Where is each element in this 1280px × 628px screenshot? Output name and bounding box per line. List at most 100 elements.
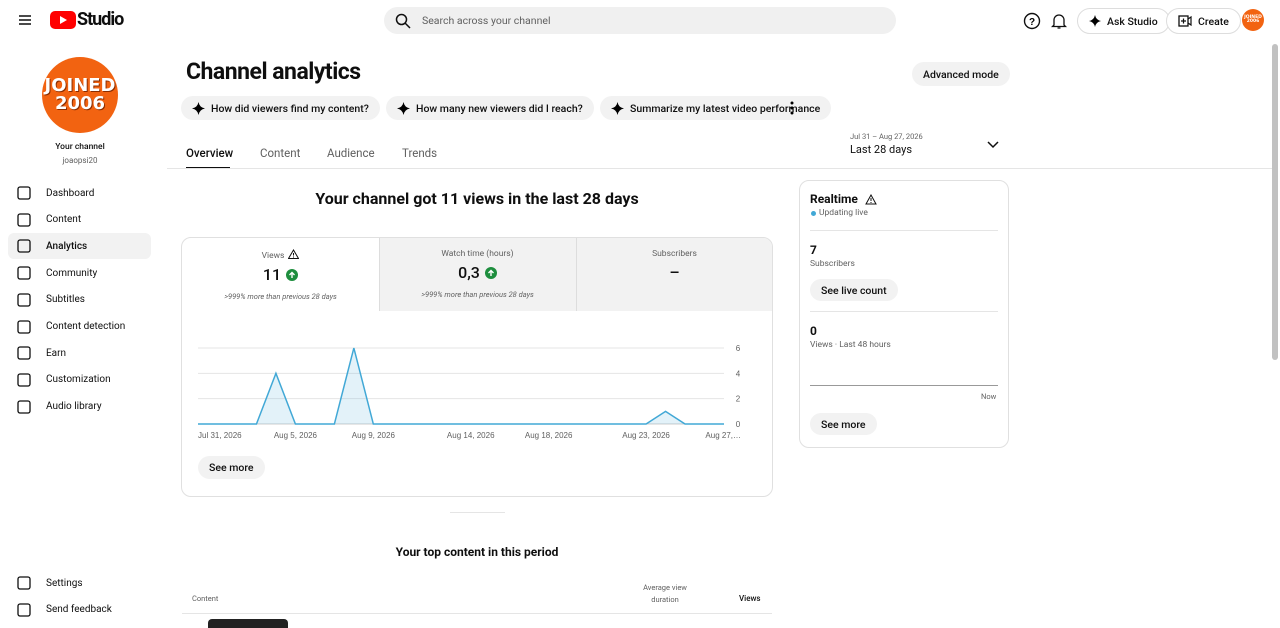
icon-shape	[397, 101, 410, 115]
tab[interactable]: Overview	[186, 146, 234, 160]
tab[interactable]: Trends	[402, 146, 438, 160]
metric-divider	[379, 238, 380, 311]
svg-text:?: ?	[1029, 17, 1035, 28]
nav-item[interactable]: Send feedback	[8, 597, 151, 623]
icon-shape	[17, 186, 31, 200]
overview-card	[181, 237, 773, 497]
nav-item[interactable]: Audio library	[8, 394, 151, 420]
x-tick-label: Aug 5, 2026	[274, 431, 318, 440]
icon-shape	[17, 373, 31, 387]
nav-icon	[17, 603, 31, 617]
thumbnail[interactable]	[208, 619, 288, 628]
channel-avatar[interactable]: JOINED 2006	[42, 57, 118, 133]
realtime-title: Realtime	[810, 192, 858, 206]
nav-item[interactable]: Analytics	[8, 233, 151, 260]
nav-icon	[17, 213, 31, 227]
metric-value: –	[669, 263, 680, 282]
divider	[167, 168, 1272, 169]
nav-icon	[17, 239, 31, 254]
nav-icon	[17, 346, 31, 360]
account-avatar[interactable]: JOINED 2006	[1242, 9, 1264, 31]
column-header: Average view duration	[643, 583, 687, 604]
icon-shape	[17, 213, 31, 227]
nav-item[interactable]: Content detection	[8, 314, 151, 340]
nav-label: Earn	[46, 347, 67, 359]
period[interactable]: Last 28 days	[850, 143, 912, 156]
nav-icon	[17, 399, 31, 414]
metric-bg	[379, 238, 772, 311]
prompt-chip[interactable]: How many new viewers did I reach?	[386, 96, 594, 120]
area	[198, 348, 724, 424]
metric-tab[interactable]: Subscribers –	[576, 238, 773, 310]
live-dot	[811, 211, 816, 216]
prompt-label: How many new viewers did I reach?	[416, 101, 583, 115]
search-box[interactable]: Search across your channel	[384, 7, 896, 34]
icon-shape	[487, 269, 494, 276]
tab[interactable]: Content	[260, 146, 301, 160]
avatar-line: JOINED	[1244, 14, 1262, 20]
y-tick-label: 6	[736, 344, 741, 353]
more-icon[interactable]	[788, 100, 796, 116]
prompt-label: How did viewers find my content?	[211, 101, 369, 115]
live-count-button[interactable]: See live count	[810, 279, 898, 301]
create-button[interactable]: Create	[1166, 8, 1241, 34]
ask-studio-label: Ask Studio	[1107, 14, 1158, 28]
metric-value: 0,3	[379, 263, 576, 282]
icon-shape	[289, 271, 296, 278]
logo-text[interactable]: Studio	[77, 9, 124, 30]
create-label: Create	[1198, 14, 1229, 28]
nav-label: Content detection	[46, 321, 126, 332]
advanced-mode-label: Advanced mode	[923, 67, 999, 81]
scrollbar[interactable]	[1272, 44, 1278, 360]
views-label: Views · Last 48 hours	[810, 340, 891, 350]
create-icon	[1178, 15, 1192, 27]
nav-icon	[17, 319, 31, 334]
metric-divider	[576, 238, 577, 311]
metric-tab[interactable]: Watch time (hours) 0,3 >999% more than pre…	[379, 238, 576, 310]
nav-item[interactable]: Earn	[8, 340, 151, 366]
views-chart: 0 2 4 6 Jul 31, 2026 Aug 5, 2026 Aug 9, 2026 Au…	[198, 344, 741, 440]
realtime-status: Updating live	[819, 208, 868, 218]
channel-label: Your channel	[55, 142, 105, 152]
dropdown-icon[interactable]	[987, 140, 999, 150]
y-tick-label: 2	[736, 395, 741, 404]
ask-studio-button[interactable]: Ask Studio	[1077, 8, 1170, 34]
metric-tab[interactable]: Views 11 >999% more than previous 28 days	[182, 238, 379, 310]
see-more-label: See more	[209, 461, 254, 474]
prompt-chip[interactable]: Summarize my latest video performance	[600, 96, 832, 120]
nav-icon	[17, 373, 31, 387]
x-tick-label: Aug 18, 2026	[525, 431, 573, 440]
nav-label: Subtitles	[46, 294, 85, 306]
warning-icon	[865, 194, 877, 205]
up-icon	[286, 269, 299, 281]
notifications-icon[interactable]	[1051, 12, 1067, 30]
page-title: Channel analytics	[186, 58, 361, 85]
divider	[810, 311, 998, 312]
nav-item[interactable]: Customization	[8, 367, 151, 393]
nav-label: Analytics	[46, 240, 88, 252]
menu-icon[interactable]	[18, 13, 32, 27]
avatar-line: 2006	[54, 93, 106, 114]
see-more-button[interactable]: See more	[198, 456, 265, 479]
search-icon	[395, 13, 411, 29]
nav-item[interactable]: Community	[8, 260, 151, 286]
metric-label: Subscribers	[652, 249, 697, 259]
prompt-chip[interactable]: How did viewers find my content?	[181, 96, 380, 120]
nav-item[interactable]: Dashboard	[8, 180, 151, 206]
metric-label: Views	[182, 249, 379, 261]
divider	[182, 613, 772, 614]
help-icon[interactable]: ?	[1023, 12, 1041, 30]
nav-item[interactable]: Subtitles	[8, 287, 151, 313]
see-more-button[interactable]: See more	[810, 413, 877, 435]
sparkle-icon	[397, 101, 410, 115]
subscriber-count: 7	[810, 243, 817, 257]
nav-item[interactable]: Settings	[8, 570, 151, 596]
advanced-mode-button[interactable]: Advanced mode	[912, 62, 1010, 86]
nav-item[interactable]: Content	[8, 207, 151, 233]
tab[interactable]: Audience	[327, 146, 375, 160]
view-count: 0	[810, 324, 817, 338]
nav-icon	[17, 293, 31, 307]
subscriber-label: Subscribers	[810, 259, 855, 269]
x-tick-label: Aug 27,…	[705, 431, 741, 440]
realtime-card: Realtime Updating live 7 Subscribers See…	[799, 180, 1009, 448]
